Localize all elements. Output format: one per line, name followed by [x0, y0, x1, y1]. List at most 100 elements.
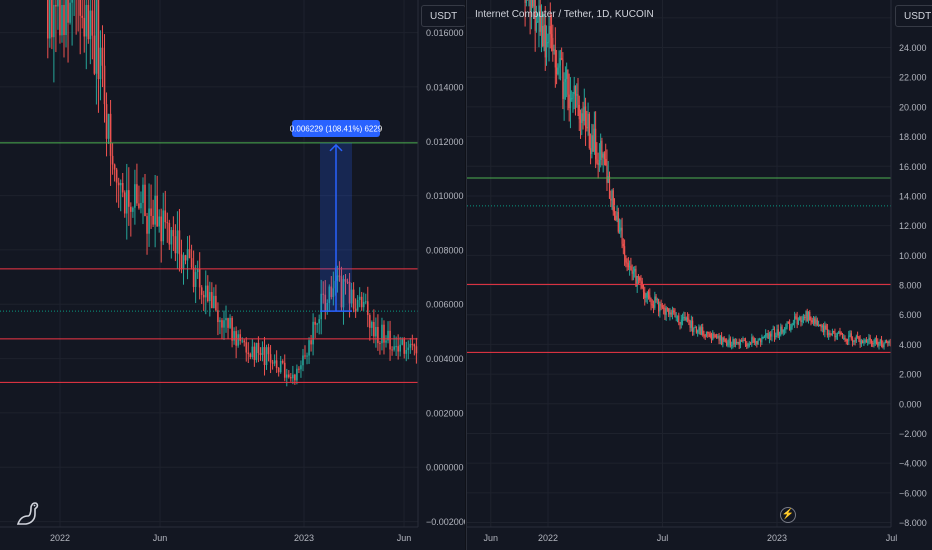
candle-body [765, 333, 767, 337]
candle-body [182, 255, 185, 269]
candle-body [840, 332, 842, 335]
tradingview-dino-icon[interactable] [14, 500, 42, 528]
candle-body [557, 67, 559, 75]
y-tick-label: 20.000 [899, 102, 927, 112]
candle-body [823, 325, 825, 333]
candle-body [855, 336, 857, 342]
candle-body [834, 332, 836, 338]
candle-body [631, 270, 633, 274]
candle-body [826, 329, 828, 336]
candle-body [640, 280, 642, 282]
candle-body [540, 25, 543, 32]
candle-body [785, 327, 787, 330]
candle-body [816, 319, 818, 326]
candle-body [134, 184, 136, 208]
symbol-title[interactable]: Internet Computer / Tether, 1D, KUCOIN [475, 9, 654, 20]
right-currency-button[interactable]: USDT [895, 5, 932, 27]
left-currency-button[interactable]: USDT [421, 5, 467, 27]
left-price-axis[interactable]: 0.016000 0.014000 0.012000 0.010000 0.008000… [417, 0, 466, 550]
candle-body [267, 347, 270, 355]
candle-body [290, 377, 292, 379]
candle-body [55, 4, 57, 7]
candle-body [659, 304, 661, 312]
candle-body [639, 277, 641, 281]
candle-body [229, 317, 231, 328]
candle-body [859, 339, 861, 345]
candle-body [213, 295, 215, 309]
candle-body [675, 316, 677, 318]
candle-body [686, 317, 689, 320]
lightning-icon[interactable]: ⚡ [780, 507, 796, 523]
candle-body [810, 319, 812, 321]
candle-body [828, 332, 830, 336]
right-chart-canvas[interactable]: 15.2088.0443.46313.32811:16:10 26.00024.… [467, 0, 932, 550]
candle-body [573, 85, 575, 94]
candle-body [851, 338, 854, 343]
candle-body [637, 275, 640, 278]
candle-body [722, 337, 724, 345]
left-grid [0, 0, 418, 527]
candle-body [680, 319, 682, 325]
candle-body [673, 310, 675, 313]
left-chart-canvas[interactable]: 0.0119400.0073000.0047250.0031240.005747… [0, 0, 466, 550]
candle-body [775, 335, 777, 337]
candle-body [239, 334, 241, 341]
candle-body [663, 307, 665, 309]
candle-body [397, 346, 399, 352]
candle-body [57, 0, 59, 7]
candle-body [547, 42, 549, 44]
candle-body [164, 210, 167, 223]
candle-body [385, 340, 387, 343]
candle-body [812, 318, 815, 323]
candle-body [364, 301, 367, 303]
candle-body [109, 113, 112, 156]
candle-body [219, 320, 221, 323]
candle-body [525, 0, 527, 3]
y-tick-label: 0.014000 [426, 82, 464, 92]
candle-body [831, 331, 834, 336]
candle-body [636, 275, 638, 287]
candle-body [91, 10, 94, 36]
candle-body [860, 340, 862, 345]
candle-body [705, 331, 708, 336]
candle-body [811, 320, 813, 323]
measure-label: 0.006229 (108.41%) 6229 [290, 125, 383, 134]
left-chart-panel[interactable]: 0.0119400.0073000.0047250.0031240.005747… [0, 0, 467, 550]
right-price-axis[interactable]: 26.00024.00022.00020.00018.00016.00014.0… [890, 0, 932, 550]
candle-body [829, 332, 831, 335]
candle-body [820, 325, 822, 328]
right-chart-panel[interactable]: 15.2088.0443.46313.32811:16:10 26.00024.… [466, 0, 932, 550]
candle-body [196, 269, 199, 273]
right-grid [467, 0, 892, 527]
y-tick-label: 4.000 [899, 340, 922, 350]
price-range-measure[interactable]: 0.006229 (108.41%) 6229 [290, 120, 383, 312]
right-time-axis[interactable]: Jun2022Jul2023Jul2024Jul202 [467, 526, 932, 543]
x-tick-label: Jun [397, 533, 412, 543]
candle-body [715, 336, 718, 338]
candle-body [869, 337, 871, 340]
candle-body [377, 327, 379, 344]
candle-body [101, 47, 104, 66]
candle-body [292, 374, 294, 379]
measure-arrow-head [329, 143, 343, 152]
candle-body [870, 339, 873, 343]
candle-body [204, 285, 207, 298]
candle-body [879, 339, 881, 344]
candle-body [889, 340, 891, 344]
candle-body [728, 338, 730, 344]
left-horizontal-lines[interactable]: 0.0119400.0073000.0047250.0031240.005747… [0, 135, 461, 390]
candle-body [825, 325, 827, 330]
candle-body [566, 69, 568, 79]
candle-body [809, 311, 811, 320]
candle-body [719, 335, 721, 341]
candle-body [257, 342, 260, 353]
candle-body [277, 368, 280, 373]
candle-body [271, 362, 274, 364]
candle-body [815, 319, 817, 324]
candle-body [63, 4, 65, 36]
candle-body [748, 343, 750, 346]
candle-body [548, 26, 550, 43]
candle-body [836, 333, 839, 336]
left-time-axis[interactable]: 2022Jun2023Jun2024Jun [0, 526, 466, 543]
candle-body [294, 374, 296, 381]
